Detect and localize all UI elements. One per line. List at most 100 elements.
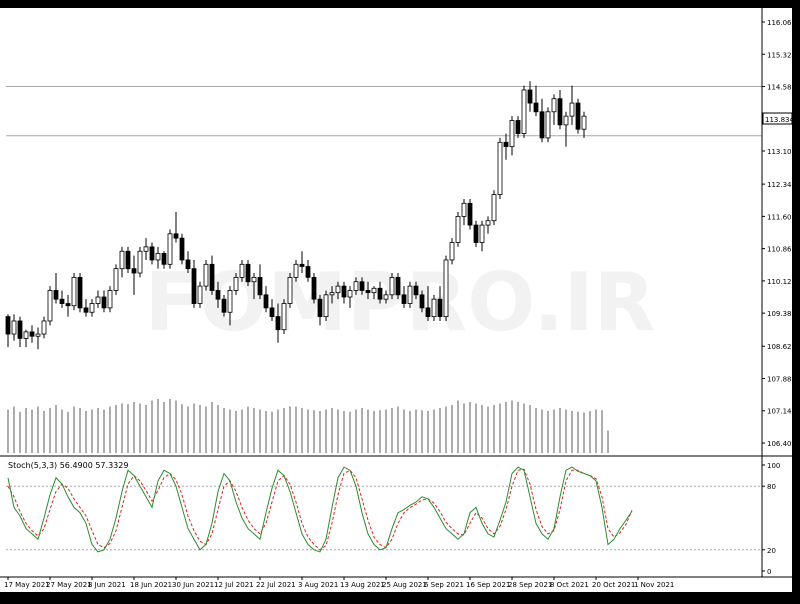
candle-body xyxy=(467,202,473,226)
candle-body xyxy=(419,294,425,309)
stochastic-main-line xyxy=(7,466,633,553)
candle-body xyxy=(179,237,185,261)
candle-body xyxy=(425,307,431,318)
candle-body xyxy=(299,263,305,267)
candle-body xyxy=(77,276,83,309)
candle-body xyxy=(155,253,161,261)
volume-pane xyxy=(7,399,609,453)
price-tick-label: 109.380 xyxy=(767,310,796,318)
candle-body xyxy=(95,296,101,304)
candle-body xyxy=(47,290,53,322)
candle-body xyxy=(395,276,401,296)
candle-body xyxy=(59,298,65,304)
candle-body xyxy=(233,276,239,291)
candle-body xyxy=(329,292,335,296)
candle-body xyxy=(293,263,299,278)
candle-body xyxy=(11,320,17,335)
candle-body xyxy=(41,320,47,335)
time-tick-label: 3 Aug 2021 xyxy=(298,581,338,589)
candle-body xyxy=(161,253,167,265)
candle-body xyxy=(239,263,245,278)
current-price-label: 113.834 xyxy=(765,116,794,124)
candle-body xyxy=(323,294,329,318)
candle-body xyxy=(311,276,317,300)
stoch-tick-label: 80 xyxy=(767,483,776,491)
price-tick-label: 113.100 xyxy=(767,148,796,156)
stochastic-signal-line xyxy=(7,468,633,551)
candle-body xyxy=(221,298,227,313)
candle-body xyxy=(473,224,479,243)
candle-body xyxy=(443,259,449,318)
candle-body xyxy=(551,98,557,113)
time-tick-label: 22 Jul 2021 xyxy=(256,581,296,589)
time-tick-label: 18 Jun 2021 xyxy=(130,581,172,589)
candle-body xyxy=(515,120,521,134)
stoch-tick-label: 100 xyxy=(767,462,780,470)
time-tick-label: 16 Sep 2021 xyxy=(466,581,510,589)
candle-body xyxy=(281,303,287,331)
time-tick-label: 30 Jun 2021 xyxy=(172,581,214,589)
candle-body xyxy=(191,268,197,304)
candle-body xyxy=(341,285,347,298)
candle-body xyxy=(353,281,359,291)
candle-body xyxy=(479,224,485,243)
candle-body xyxy=(401,294,407,304)
candle-body xyxy=(377,287,383,300)
axes: 116.060 115.320 114.580 113.100 112.340 111.6… xyxy=(0,8,796,589)
price-tick-label: 106.400 xyxy=(767,440,796,448)
candle-body xyxy=(257,276,263,296)
candle-body xyxy=(461,202,467,217)
candle-body xyxy=(197,285,203,304)
price-tick-label: 111.600 xyxy=(767,213,796,221)
time-tick-label: 8 Oct 2021 xyxy=(550,581,589,589)
candle-body xyxy=(563,115,569,126)
candle-body xyxy=(263,294,269,309)
candle-body xyxy=(533,102,539,113)
candle-body xyxy=(431,298,437,318)
stochastic-label: Stoch(5,3,3) 56.4900 57.3329 xyxy=(8,461,128,470)
candle-body xyxy=(569,102,575,117)
candle-body xyxy=(383,294,389,300)
watermark-text: FOMPRO.IR xyxy=(145,256,656,349)
candle-body xyxy=(317,298,323,318)
candle-body xyxy=(413,285,419,296)
candle-body xyxy=(545,111,551,139)
time-tick-label: 27 May 2021 xyxy=(46,581,92,589)
candle-body xyxy=(89,303,95,313)
candle-body xyxy=(557,98,563,126)
candle-body xyxy=(449,242,455,261)
candle-body xyxy=(71,276,77,307)
candle-body xyxy=(497,141,503,195)
time-tick-label: 6 Sep 2021 xyxy=(424,581,464,589)
candle-body xyxy=(227,290,233,313)
price-tick-label: 108.620 xyxy=(767,343,796,351)
candle-body xyxy=(455,215,461,243)
candle-body xyxy=(35,333,41,337)
price-tick-label: 115.320 xyxy=(767,51,796,59)
price-tick-label: 110.120 xyxy=(767,278,796,286)
stoch-tick-label: 0 xyxy=(767,568,771,576)
time-tick-label: 8 Jun 2021 xyxy=(88,581,126,589)
candle-body xyxy=(29,331,35,337)
candle-body xyxy=(53,290,59,300)
time-tick-label: 1 Nov 2021 xyxy=(634,581,674,589)
candle-body xyxy=(119,250,125,270)
time-tick-label: 25 Aug 2021 xyxy=(382,581,427,589)
candle-body xyxy=(539,111,545,139)
candle-body xyxy=(269,307,275,318)
candle-body xyxy=(389,276,395,296)
current-price-box xyxy=(762,112,793,125)
price-tick-label: 107.140 xyxy=(767,408,796,416)
candle-body xyxy=(491,194,497,222)
candle-body xyxy=(215,290,221,300)
time-tick-label: 13 Aug 2021 xyxy=(340,581,385,589)
candle-body xyxy=(149,246,155,261)
candle-body xyxy=(251,276,257,283)
candle-body xyxy=(335,285,341,294)
candle-body xyxy=(347,290,353,298)
candle-body xyxy=(173,233,179,239)
candle-body xyxy=(437,298,443,318)
candle-body xyxy=(365,290,371,294)
price-pane xyxy=(5,81,762,350)
